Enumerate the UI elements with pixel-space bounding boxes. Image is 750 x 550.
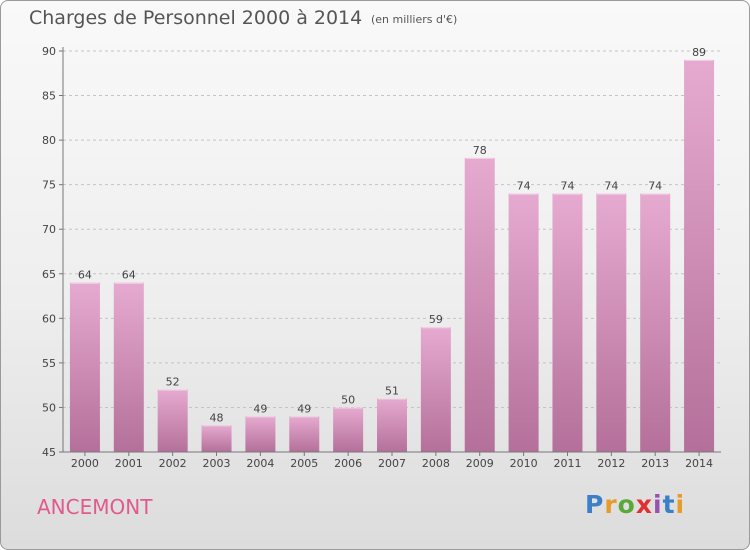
y-tick-label: 60 bbox=[42, 312, 56, 325]
bar bbox=[596, 193, 627, 453]
data-label: 51 bbox=[385, 385, 399, 398]
x-tick-label: 2013 bbox=[641, 457, 669, 470]
data-label: 64 bbox=[122, 269, 136, 282]
data-label: 78 bbox=[473, 144, 487, 157]
bar bbox=[640, 193, 671, 453]
bar bbox=[113, 282, 144, 452]
x-tick-label: 2003 bbox=[203, 457, 231, 470]
logo-letter: o bbox=[617, 490, 636, 519]
data-label: 49 bbox=[253, 402, 267, 415]
bar bbox=[289, 416, 320, 452]
y-tick-label: 50 bbox=[42, 401, 56, 414]
x-tick-label: 2004 bbox=[246, 457, 274, 470]
x-tick-label: 2014 bbox=[685, 457, 713, 470]
bar bbox=[552, 193, 583, 453]
y-tick-label: 75 bbox=[42, 179, 56, 192]
data-label: 52 bbox=[166, 376, 180, 389]
logo-letter: x bbox=[635, 490, 653, 519]
bar bbox=[69, 282, 100, 452]
commune-name: ANCEMONT bbox=[37, 495, 153, 519]
logo-letter: P bbox=[585, 490, 605, 519]
data-label: 49 bbox=[297, 402, 311, 415]
proxiti-logo: Proxiti bbox=[585, 490, 685, 519]
y-tick-label: 65 bbox=[42, 268, 56, 281]
x-tick-label: 2006 bbox=[334, 457, 362, 470]
bar bbox=[508, 193, 539, 453]
data-label: 74 bbox=[517, 180, 531, 193]
x-tick-label: 2008 bbox=[422, 457, 450, 470]
x-tick-label: 2000 bbox=[71, 457, 99, 470]
data-label: 64 bbox=[78, 269, 92, 282]
bar bbox=[245, 416, 276, 452]
x-tick-label: 2005 bbox=[290, 457, 318, 470]
x-tick-label: 2011 bbox=[553, 457, 581, 470]
x-tick-label: 2010 bbox=[510, 457, 538, 470]
bars: 64 64 52 48 49 49 50 51 59 78 74 74 74 74 89 bbox=[69, 46, 715, 453]
logo-letter: i bbox=[653, 490, 663, 519]
x-tick-label: 2002 bbox=[159, 457, 187, 470]
data-label: 59 bbox=[429, 313, 443, 326]
data-label: 50 bbox=[341, 393, 355, 406]
y-tick-label: 85 bbox=[42, 90, 56, 103]
logo-letter: r bbox=[604, 490, 618, 519]
y-tick-label: 70 bbox=[42, 223, 56, 236]
y-tick-label: 55 bbox=[42, 357, 56, 370]
bar bbox=[464, 157, 495, 452]
bar bbox=[201, 425, 232, 452]
logo-letter: t bbox=[662, 490, 676, 519]
bar bbox=[377, 398, 407, 452]
data-label: 89 bbox=[692, 46, 706, 59]
logo-letter: i bbox=[675, 490, 686, 519]
x-tick-label: 2001 bbox=[115, 457, 143, 470]
bar bbox=[157, 389, 188, 452]
bar bbox=[333, 407, 364, 452]
y-tick-label: 45 bbox=[42, 446, 56, 459]
bar bbox=[420, 327, 451, 452]
data-label: 48 bbox=[210, 411, 224, 424]
x-tick-label: 2009 bbox=[466, 457, 494, 470]
data-label: 74 bbox=[648, 180, 662, 193]
axes: 45 50 55 60 65 70 75 80 85 90 2000 2001 2002 2003 2004… bbox=[42, 45, 721, 470]
data-label: 74 bbox=[604, 180, 618, 193]
chart-subtitle: (en milliers d'€) bbox=[371, 13, 458, 26]
x-tick-label: 2007 bbox=[378, 457, 406, 470]
data-label: 74 bbox=[560, 180, 574, 193]
y-tick-label: 80 bbox=[42, 134, 56, 147]
y-tick-label: 90 bbox=[42, 45, 56, 58]
bar bbox=[684, 59, 715, 453]
x-tick-label: 2012 bbox=[597, 457, 625, 470]
chart-title: Charges de Personnel 2000 à 2014 bbox=[29, 7, 363, 29]
